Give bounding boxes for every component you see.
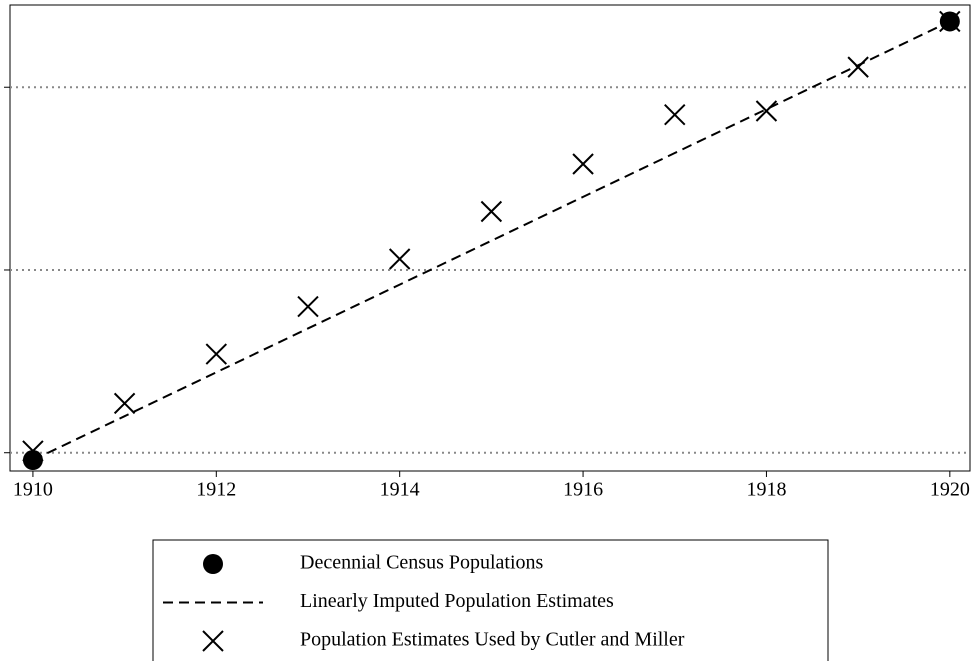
point [388,248,411,270]
x-tick-label: 1912 [196,479,236,501]
x-tick-label: 1916 [563,479,603,501]
point [847,56,869,78]
legend-label: Linearly Imputed Population Estimates [300,590,614,612]
plot-frame [9,4,971,472]
x-tick-label: 1918 [746,479,786,501]
x-tick-label: 1910 [13,479,53,501]
point [205,343,228,365]
point [480,200,503,223]
point [297,295,319,318]
legend-box [152,539,829,661]
legend-symbol [203,554,223,574]
x-tick-label: 1920 [930,479,970,501]
legend-label: Population Estimates Used by Cutler and … [300,629,685,651]
series-line [32,20,951,461]
point [755,100,778,122]
point [22,440,44,462]
point [113,392,136,415]
point [939,10,961,33]
x-tick-label: 1914 [380,479,420,501]
point [572,153,594,175]
point [664,103,686,126]
legend-symbol [202,630,224,652]
legend-label: Decennial Census Populations [300,552,544,574]
